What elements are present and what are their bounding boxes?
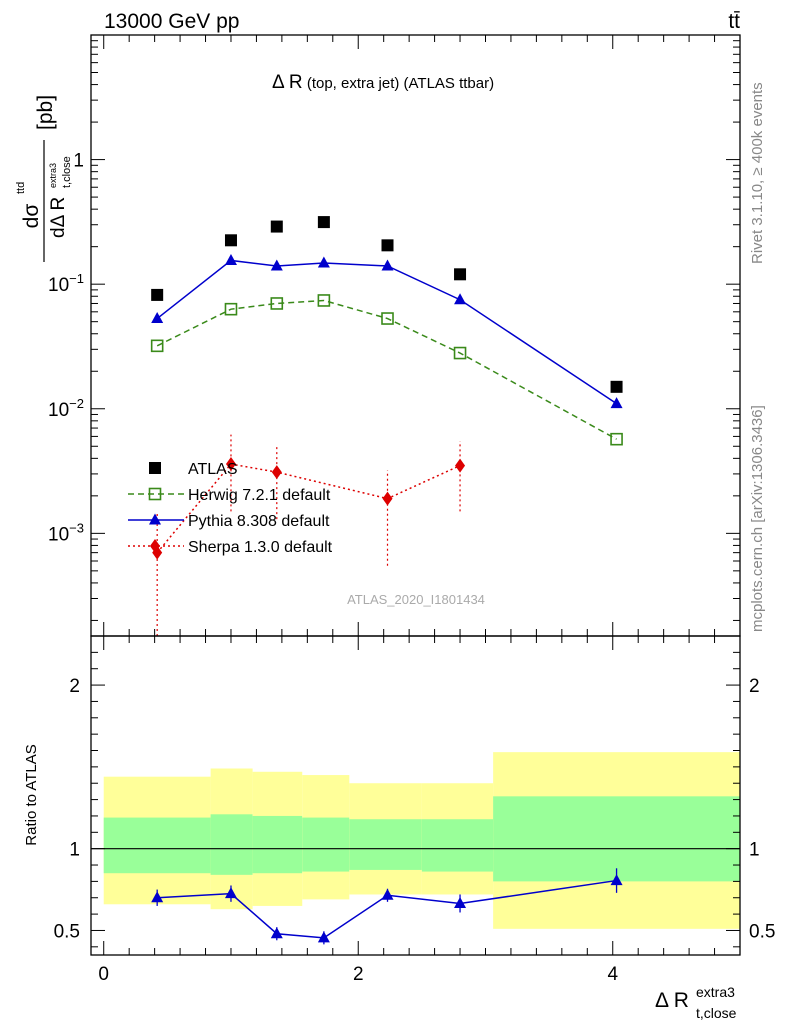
data-point (317, 294, 331, 307)
ratio-point (224, 887, 237, 899)
ratio-point (270, 927, 283, 939)
legend-label: Pythia 8.308 default (188, 513, 330, 530)
x-tick-label: 0 (98, 964, 109, 985)
svg-text:t,close: t,close (696, 1005, 737, 1021)
main-y-tick-label: 1 (73, 151, 84, 172)
ratio-point (610, 874, 623, 886)
data-point (610, 432, 623, 446)
ratio-y-tick-label-right: 0.5 (749, 921, 775, 942)
ratio-series-pythia (151, 868, 623, 945)
svg-text:extra3: extra3 (48, 163, 58, 188)
data-point (454, 293, 467, 305)
ratio-y-tick-label: 1 (69, 840, 80, 861)
svg-text:dσ: dσ (20, 204, 43, 229)
data-point (381, 259, 394, 271)
ratio-point (317, 931, 330, 943)
data-point (225, 457, 236, 472)
main-y-tick-label: 10−1 (48, 271, 84, 296)
data-point (610, 380, 623, 393)
series-pythia (151, 253, 623, 409)
uncertainty-band-inner (252, 815, 303, 874)
data-point (381, 312, 394, 325)
data-point (271, 465, 282, 480)
data-point (270, 220, 283, 233)
legend-marker (149, 462, 161, 474)
data-point (317, 256, 330, 268)
svg-text:Δ R: Δ R (655, 989, 689, 1012)
ratio-frame (90, 635, 741, 956)
ratio-y-tick-label: 0.5 (54, 921, 80, 942)
x-tick-label: 4 (607, 964, 618, 985)
main-y-tick-label: 10−3 (48, 520, 84, 545)
ratio-y-tick-label: 2 (69, 676, 80, 697)
uncertainty-band-inner (349, 819, 422, 870)
data-point (151, 312, 164, 324)
legend-entry-herwig: Herwig 7.2.1 default (128, 487, 331, 504)
data-point (610, 397, 623, 409)
data-point (270, 297, 284, 310)
data-point (453, 346, 467, 360)
legend-marker (148, 487, 162, 501)
ratio-point (381, 888, 394, 900)
series-line (156, 299, 617, 440)
svg-text:[pb]: [pb] (34, 95, 57, 130)
svg-text:t,close: t,close (61, 156, 73, 188)
mcplots-label: mcplots.cern.ch [arXiv:1306.3436] (749, 405, 766, 632)
analysis-watermark: ATLAS_2020_I1801434 (347, 592, 485, 607)
legend-entry-pythia: Pythia 8.308 default (128, 513, 330, 530)
uncertainty-band-inner (302, 817, 350, 872)
x-axis-label: Δ R t,close extra3 (655, 984, 737, 1021)
x-tick-label: 2 (353, 964, 364, 985)
ratio-y-tick-label-right: 2 (749, 676, 760, 697)
legend-entry-sherpa: Sherpa 1.3.0 default (128, 539, 333, 556)
main-y-axis-label: dσ ttd dΔ R t,close extra3 [pb] (15, 95, 73, 262)
series-atlas (151, 216, 623, 393)
uncertainty-band-inner (493, 796, 740, 882)
series-sherpa (152, 434, 466, 636)
uncertainty-band-inner (421, 819, 494, 872)
legend-label: Sherpa 1.3.0 default (188, 539, 333, 556)
data-point (382, 491, 393, 506)
svg-text:extra3: extra3 (696, 984, 735, 1000)
ratio-y-tick-label-right: 1 (749, 840, 760, 861)
header-left: 13000 GeV pp (104, 10, 239, 33)
data-point (455, 458, 466, 473)
svg-text:ttd: ttd (15, 182, 27, 194)
uncertainty-band-inner (103, 817, 211, 874)
series-line (156, 259, 617, 405)
rivet-label: Rivet 3.1.10, ≥ 400k events (749, 82, 766, 264)
data-point (317, 216, 330, 229)
legend-label: ATLAS (188, 461, 238, 478)
legend-label: Herwig 7.2.1 default (188, 487, 331, 504)
data-point (381, 239, 394, 252)
data-point (151, 288, 164, 301)
data-point (270, 259, 283, 271)
legend: ATLAS Herwig 7.2.1 default Pythia 8.308 de… (128, 461, 333, 556)
legend-entry-atlas: ATLAS (149, 461, 238, 478)
legend-marker (150, 539, 160, 553)
uncertainty-band-inner (210, 814, 253, 875)
ratio-point (454, 896, 467, 908)
ratio-point (151, 891, 164, 903)
data-point (224, 253, 237, 265)
data-point (224, 302, 238, 316)
svg-text:dΔ R: dΔ R (48, 197, 69, 238)
series-herwig (150, 294, 623, 446)
ratio-y-axis-label: Ratio to ATLAS (23, 744, 40, 845)
data-point (454, 268, 467, 281)
legend-marker (149, 513, 161, 525)
plot-title: Δ R (top, extra jet) (ATLAS ttbar) (272, 72, 494, 93)
header-right: tt̄ (728, 10, 740, 33)
data-point (150, 339, 164, 353)
main-y-tick-label: 10−2 (48, 396, 84, 421)
data-point (224, 234, 237, 247)
